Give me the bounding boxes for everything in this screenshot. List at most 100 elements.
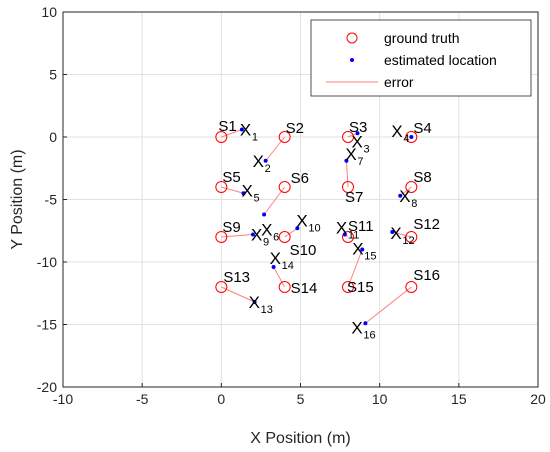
ground-truth-label-11: S11: [348, 218, 374, 235]
estimated-label-subscript-11: 11: [348, 230, 359, 242]
error-line-14: [273, 266, 286, 288]
estimated-label-6: X: [261, 221, 272, 240]
ground-truth-label-3: S3: [349, 119, 367, 136]
estimated-marker-10: [295, 226, 300, 231]
ground-truth-label-8: S8: [413, 169, 431, 186]
estimated-marker-15: [360, 247, 365, 252]
estimated-label-subscript-6: 6: [273, 232, 279, 244]
ground-truth-label-9: S9: [222, 219, 240, 236]
ground-truth-marker-7: [342, 181, 354, 193]
ground-truth-marker-5: [215, 181, 228, 193]
error-line-12: [392, 231, 412, 238]
estimated-marker-2: [263, 158, 268, 163]
estimated-label-1: X: [240, 121, 251, 140]
estimated-marker-8: [398, 193, 403, 198]
ground-truth-label-13: S13: [223, 269, 250, 286]
legend-box: [310, 19, 532, 97]
estimated-label-15: X: [352, 240, 363, 259]
y-tick-label: -15: [37, 317, 57, 333]
ground-truth-marker-9: [215, 231, 228, 243]
estimated-label-14: X: [270, 249, 281, 268]
estimated-marker-1: [239, 127, 244, 132]
error-line-10: [284, 227, 298, 238]
error-line-1: [221, 129, 243, 138]
legend-estimated-marker: [350, 58, 354, 62]
ground-truth-label-4: S4: [413, 120, 431, 137]
estimated-marker-7: [344, 158, 349, 163]
y-tick-label: 10: [41, 4, 57, 20]
error-line-16: [365, 286, 412, 324]
estimated-label-subscript-9: 9: [263, 237, 269, 249]
estimated-marker-9: [251, 232, 255, 237]
ground-truth-marker-6: [278, 181, 291, 193]
estimated-label-7: X: [345, 145, 356, 164]
estimated-label-8: X: [399, 187, 410, 206]
ground-truth-marker-14: [278, 281, 291, 293]
ground-truth-marker-4: [405, 131, 418, 143]
x-tick-label: -10: [53, 391, 73, 407]
ground-truth-label-14: S14: [291, 280, 318, 297]
y-tick-label: -5: [45, 192, 58, 208]
y-tick-label: -20: [37, 379, 57, 395]
ground-truth-label-15: S15: [347, 279, 374, 296]
x-tick-label: 10: [372, 391, 388, 407]
estimated-label-10: X: [296, 211, 307, 230]
ground-truth-marker-15: [342, 281, 354, 293]
error-line-13: [221, 286, 255, 303]
estimated-label-subscript-3: 3: [364, 143, 370, 155]
error-line-15: [347, 249, 363, 288]
estimated-label-4: X: [391, 122, 402, 141]
legend-error-label: error: [384, 74, 414, 90]
ground-truth-marker-8: [405, 181, 418, 193]
estimated-label-16: X: [351, 318, 362, 337]
estimated-label-12: X: [390, 224, 401, 243]
estimated-label-subscript-16: 16: [363, 329, 375, 341]
estimated-marker-11: [342, 232, 347, 237]
ground-truth-marker-12: [405, 231, 418, 243]
x-tick-label: 15: [451, 391, 467, 407]
x-tick-label: 20: [530, 391, 546, 407]
estimated-label-subscript-7: 7: [357, 156, 363, 168]
y-axis-label: Y Position (m): [9, 149, 26, 249]
estimated-label-2: X: [253, 152, 264, 171]
estimated-label-subscript-8: 8: [411, 198, 417, 210]
ground-truth-marker-1: [215, 131, 228, 143]
estimated-marker-16: [363, 321, 368, 326]
y-tick-label: 5: [49, 67, 57, 83]
ground-truth-label-7: S7: [345, 189, 363, 206]
ground-truth-label-5: S5: [222, 169, 240, 186]
estimated-marker-5: [241, 191, 246, 196]
ground-truth-marker-2: [278, 131, 291, 143]
estimated-label-subscript-13: 13: [261, 304, 273, 316]
estimated-label-13: X: [249, 293, 260, 312]
estimated-markers: [239, 127, 414, 326]
estimated-marker-12: [390, 230, 395, 234]
estimated-label-11: X: [336, 219, 347, 238]
estimated-label-3: X: [352, 132, 363, 151]
legend-estimated-label: estimated location: [384, 52, 497, 68]
legend-ground-truth-label: ground truth: [384, 30, 460, 46]
ground-truth-marker-3: [342, 131, 354, 143]
estimated-label-subscript-2: 2: [265, 163, 271, 175]
estimated-label-subscript-10: 10: [308, 222, 320, 234]
ground-truth-label-16: S16: [413, 267, 440, 284]
estimated-label-5: X: [242, 181, 253, 200]
ground-truth-markers: [215, 131, 418, 293]
estimated-marker-3: [355, 131, 360, 136]
legend-ground-truth-marker: [346, 32, 358, 44]
ground-truth-marker-13: [215, 281, 228, 293]
estimated-label-subscript-12: 12: [402, 235, 414, 247]
estimated-marker-13: [252, 300, 257, 304]
point-labels: S1 S2 S3 S4 S5 S6 S7 S8 S9 S10 S11 S12 S13 S14 S15 S16 X…: [218, 118, 440, 341]
ground-truth-marker-11: [342, 231, 354, 243]
y-tick-label: 0: [49, 129, 57, 145]
x-tick-label: 5: [297, 391, 305, 407]
ground-truth-label-6: S6: [291, 170, 309, 187]
ground-truth-marker-16: [405, 281, 418, 293]
ground-truth-marker-10: [278, 231, 291, 243]
ground-truth-label-1: S1: [218, 118, 236, 135]
estimated-label-subscript-1: 1: [252, 132, 258, 144]
error-line-5: [221, 186, 244, 194]
estimated-label-9: X: [251, 226, 262, 245]
